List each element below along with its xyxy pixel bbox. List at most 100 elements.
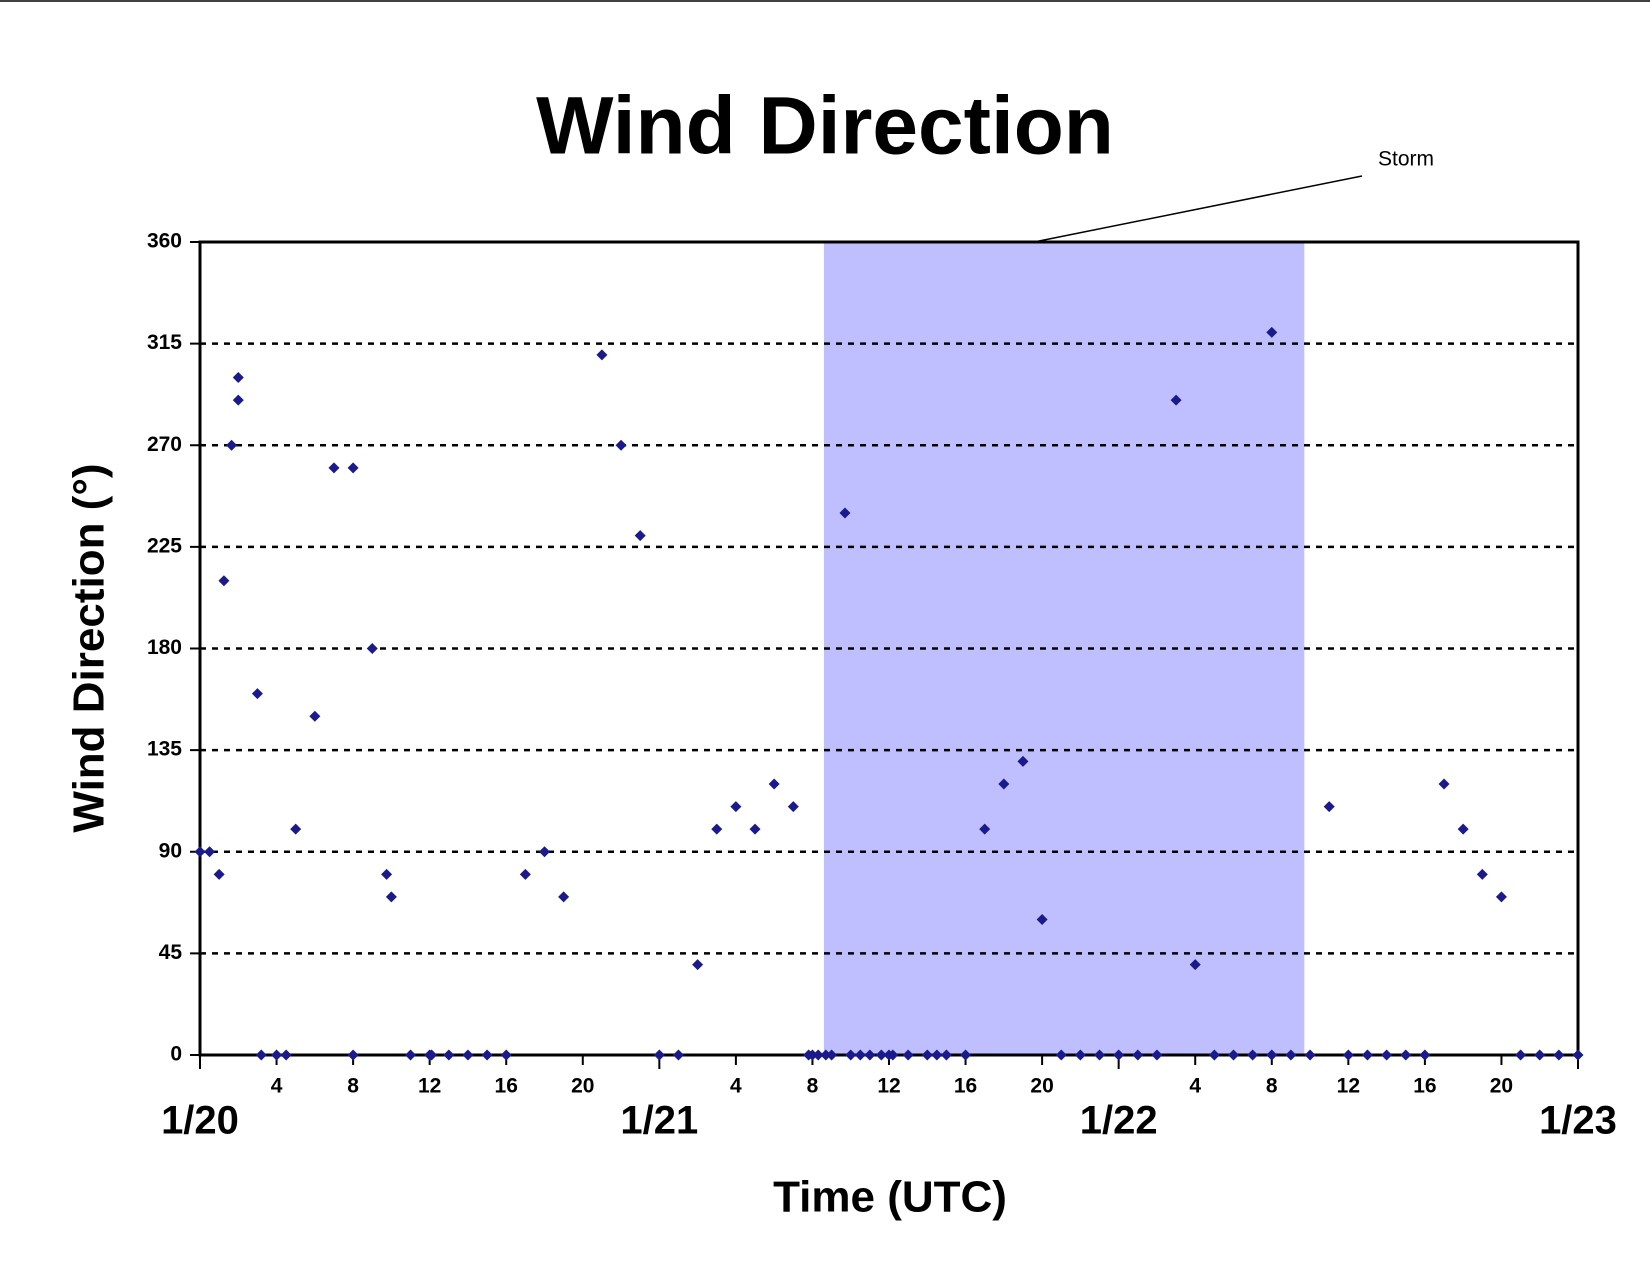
- point: [519, 868, 531, 880]
- x-tick-label: 16: [954, 1075, 977, 1098]
- point: [864, 1049, 876, 1061]
- point: [845, 1049, 857, 1061]
- x-tick-label: 12: [1337, 1075, 1360, 1098]
- x-day-label: 1/23: [1539, 1099, 1617, 1143]
- point: [940, 1049, 952, 1061]
- point: [194, 846, 206, 858]
- point: [1151, 1049, 1163, 1061]
- point: [839, 507, 851, 519]
- point: [902, 1049, 914, 1061]
- y-tick-label: 45: [159, 941, 183, 964]
- point: [749, 823, 761, 835]
- point: [711, 823, 723, 835]
- point: [443, 1049, 455, 1061]
- point: [1170, 394, 1182, 406]
- point: [271, 1049, 283, 1061]
- x-axis-title: Time (UTC): [773, 1173, 1007, 1222]
- x-tick-label: 20: [1030, 1075, 1053, 1098]
- x-day-label: 1/20: [161, 1099, 239, 1143]
- point: [1285, 1049, 1297, 1061]
- point: [1495, 891, 1507, 903]
- y-tick-label: 315: [147, 331, 182, 354]
- point: [1036, 914, 1048, 925]
- y-axis-title: Wind Direction (°): [65, 463, 114, 832]
- y-tick-label: 135: [147, 738, 182, 761]
- point: [347, 462, 359, 474]
- chart-title: Wind Direction: [536, 81, 1114, 172]
- point: [979, 823, 991, 835]
- x-tick-label: 8: [347, 1075, 359, 1098]
- point: [998, 778, 1010, 790]
- point: [820, 1049, 832, 1061]
- x-tick-label: 12: [418, 1075, 441, 1098]
- annotation: Storm: [1378, 148, 1434, 171]
- point: [921, 1049, 933, 1061]
- point: [692, 959, 704, 971]
- point: [854, 1049, 866, 1061]
- point: [1381, 1049, 1393, 1061]
- point: [1055, 1049, 1067, 1061]
- y-tick-label: 270: [147, 433, 182, 456]
- point: [672, 1049, 684, 1061]
- point: [768, 778, 780, 790]
- y-tick-label: 0: [170, 1043, 182, 1066]
- x-day-label: 1/21: [620, 1099, 698, 1143]
- y-tick-label: 90: [159, 839, 182, 862]
- point: [596, 349, 608, 361]
- point: [653, 1049, 665, 1061]
- point: [1361, 1049, 1373, 1061]
- point: [1419, 1049, 1431, 1061]
- point: [232, 372, 244, 383]
- point: [875, 1049, 887, 1061]
- x-day-label: 1/22: [1080, 1099, 1158, 1143]
- x-tick-label: 12: [877, 1075, 900, 1098]
- point: [1113, 1049, 1125, 1061]
- point: [280, 1049, 292, 1061]
- point: [405, 1049, 417, 1061]
- x-tick-label: 4: [271, 1075, 283, 1098]
- x-tick-label: 4: [730, 1075, 742, 1098]
- point: [462, 1049, 474, 1061]
- point: [226, 439, 238, 451]
- point: [1515, 1049, 1527, 1061]
- point: [1228, 1049, 1239, 1061]
- point: [931, 1049, 943, 1061]
- point: [1132, 1049, 1144, 1061]
- point: [730, 801, 742, 813]
- point: [218, 575, 230, 587]
- point: [558, 891, 570, 903]
- point: [1094, 1049, 1106, 1061]
- point: [1323, 801, 1335, 813]
- point: [213, 868, 225, 880]
- point: [381, 868, 393, 880]
- x-tick-label: 8: [1266, 1075, 1278, 1098]
- point: [1534, 1049, 1546, 1061]
- annotation-leader: [1033, 175, 1363, 243]
- point: [1266, 326, 1278, 338]
- point: [481, 1049, 493, 1061]
- point: [826, 1049, 838, 1061]
- point: [1572, 1049, 1584, 1061]
- point: [1553, 1049, 1565, 1061]
- point: [232, 394, 244, 406]
- point: [1457, 823, 1469, 835]
- point: [328, 462, 340, 474]
- point: [1247, 1049, 1259, 1061]
- point: [255, 1049, 267, 1061]
- point: [1476, 868, 1488, 880]
- point: [426, 1049, 438, 1061]
- point: [812, 1049, 824, 1061]
- x-tick-label: 20: [571, 1075, 594, 1098]
- point: [1304, 1049, 1316, 1061]
- point: [634, 530, 646, 542]
- point: [615, 439, 627, 451]
- point: [960, 1049, 972, 1061]
- x-tick-label: 16: [495, 1075, 518, 1098]
- y-tick-label: 360: [147, 230, 182, 253]
- point: [251, 688, 263, 700]
- point: [1074, 1049, 1086, 1061]
- point: [1189, 959, 1201, 971]
- point: [309, 710, 321, 722]
- point: [1208, 1049, 1220, 1061]
